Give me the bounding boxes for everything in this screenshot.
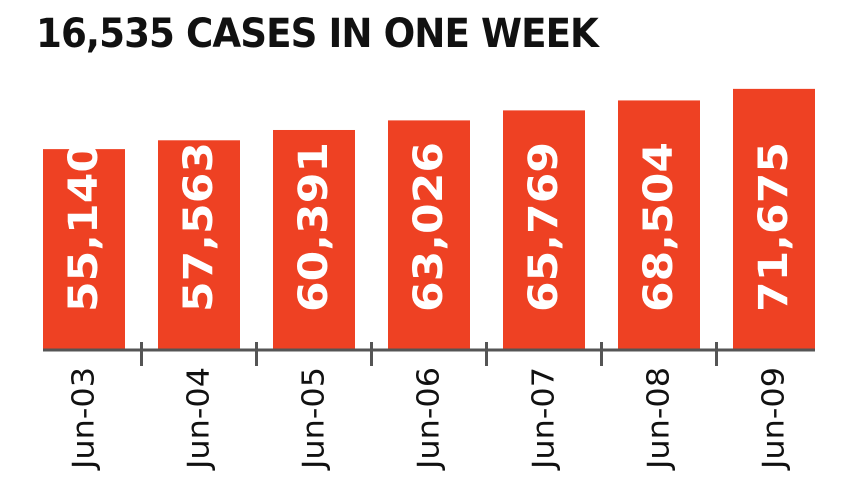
bar-Jun-03: [43, 149, 125, 350]
chart-title: 16,535 CASES IN ONE WEEK: [36, 11, 599, 57]
bar-value-label: 65,769: [521, 142, 567, 312]
x-tick-label: Jun-09: [757, 367, 792, 471]
bar-value-label: 68,504: [636, 142, 682, 312]
x-tick-label: Jun-06: [412, 367, 447, 471]
bar-value-label: 55,140: [61, 142, 107, 312]
bar-Jun-06: [388, 120, 470, 350]
bar-Jun-04: [158, 140, 240, 350]
bar-Jun-09: [733, 88, 815, 350]
bar-Jun-05: [273, 129, 355, 350]
bar-Jun-07: [503, 110, 585, 351]
bar-value-label: 60,391: [291, 142, 337, 312]
x-tick-label: Jun-07: [527, 367, 562, 471]
bar-Jun-08: [618, 100, 700, 350]
x-tick-label: Jun-03: [67, 367, 102, 471]
bars-group: 55,140 57,563 60,391 63,026 65,769 68,504 71,6…: [43, 88, 815, 351]
x-axis: [43, 342, 815, 366]
bar-value-label: 63,026: [406, 142, 452, 312]
x-tick-labels: Jun-03 Jun-04 Jun-05 Jun-06 Jun-07 Jun-08 Jun-…: [67, 367, 792, 471]
x-tick-label: Jun-05: [297, 367, 332, 471]
bar-value-label: 57,563: [176, 142, 222, 312]
bar-value-label: 71,675: [751, 142, 797, 312]
x-tick-label: Jun-08: [642, 367, 677, 471]
x-tick-label: Jun-04: [182, 367, 217, 471]
